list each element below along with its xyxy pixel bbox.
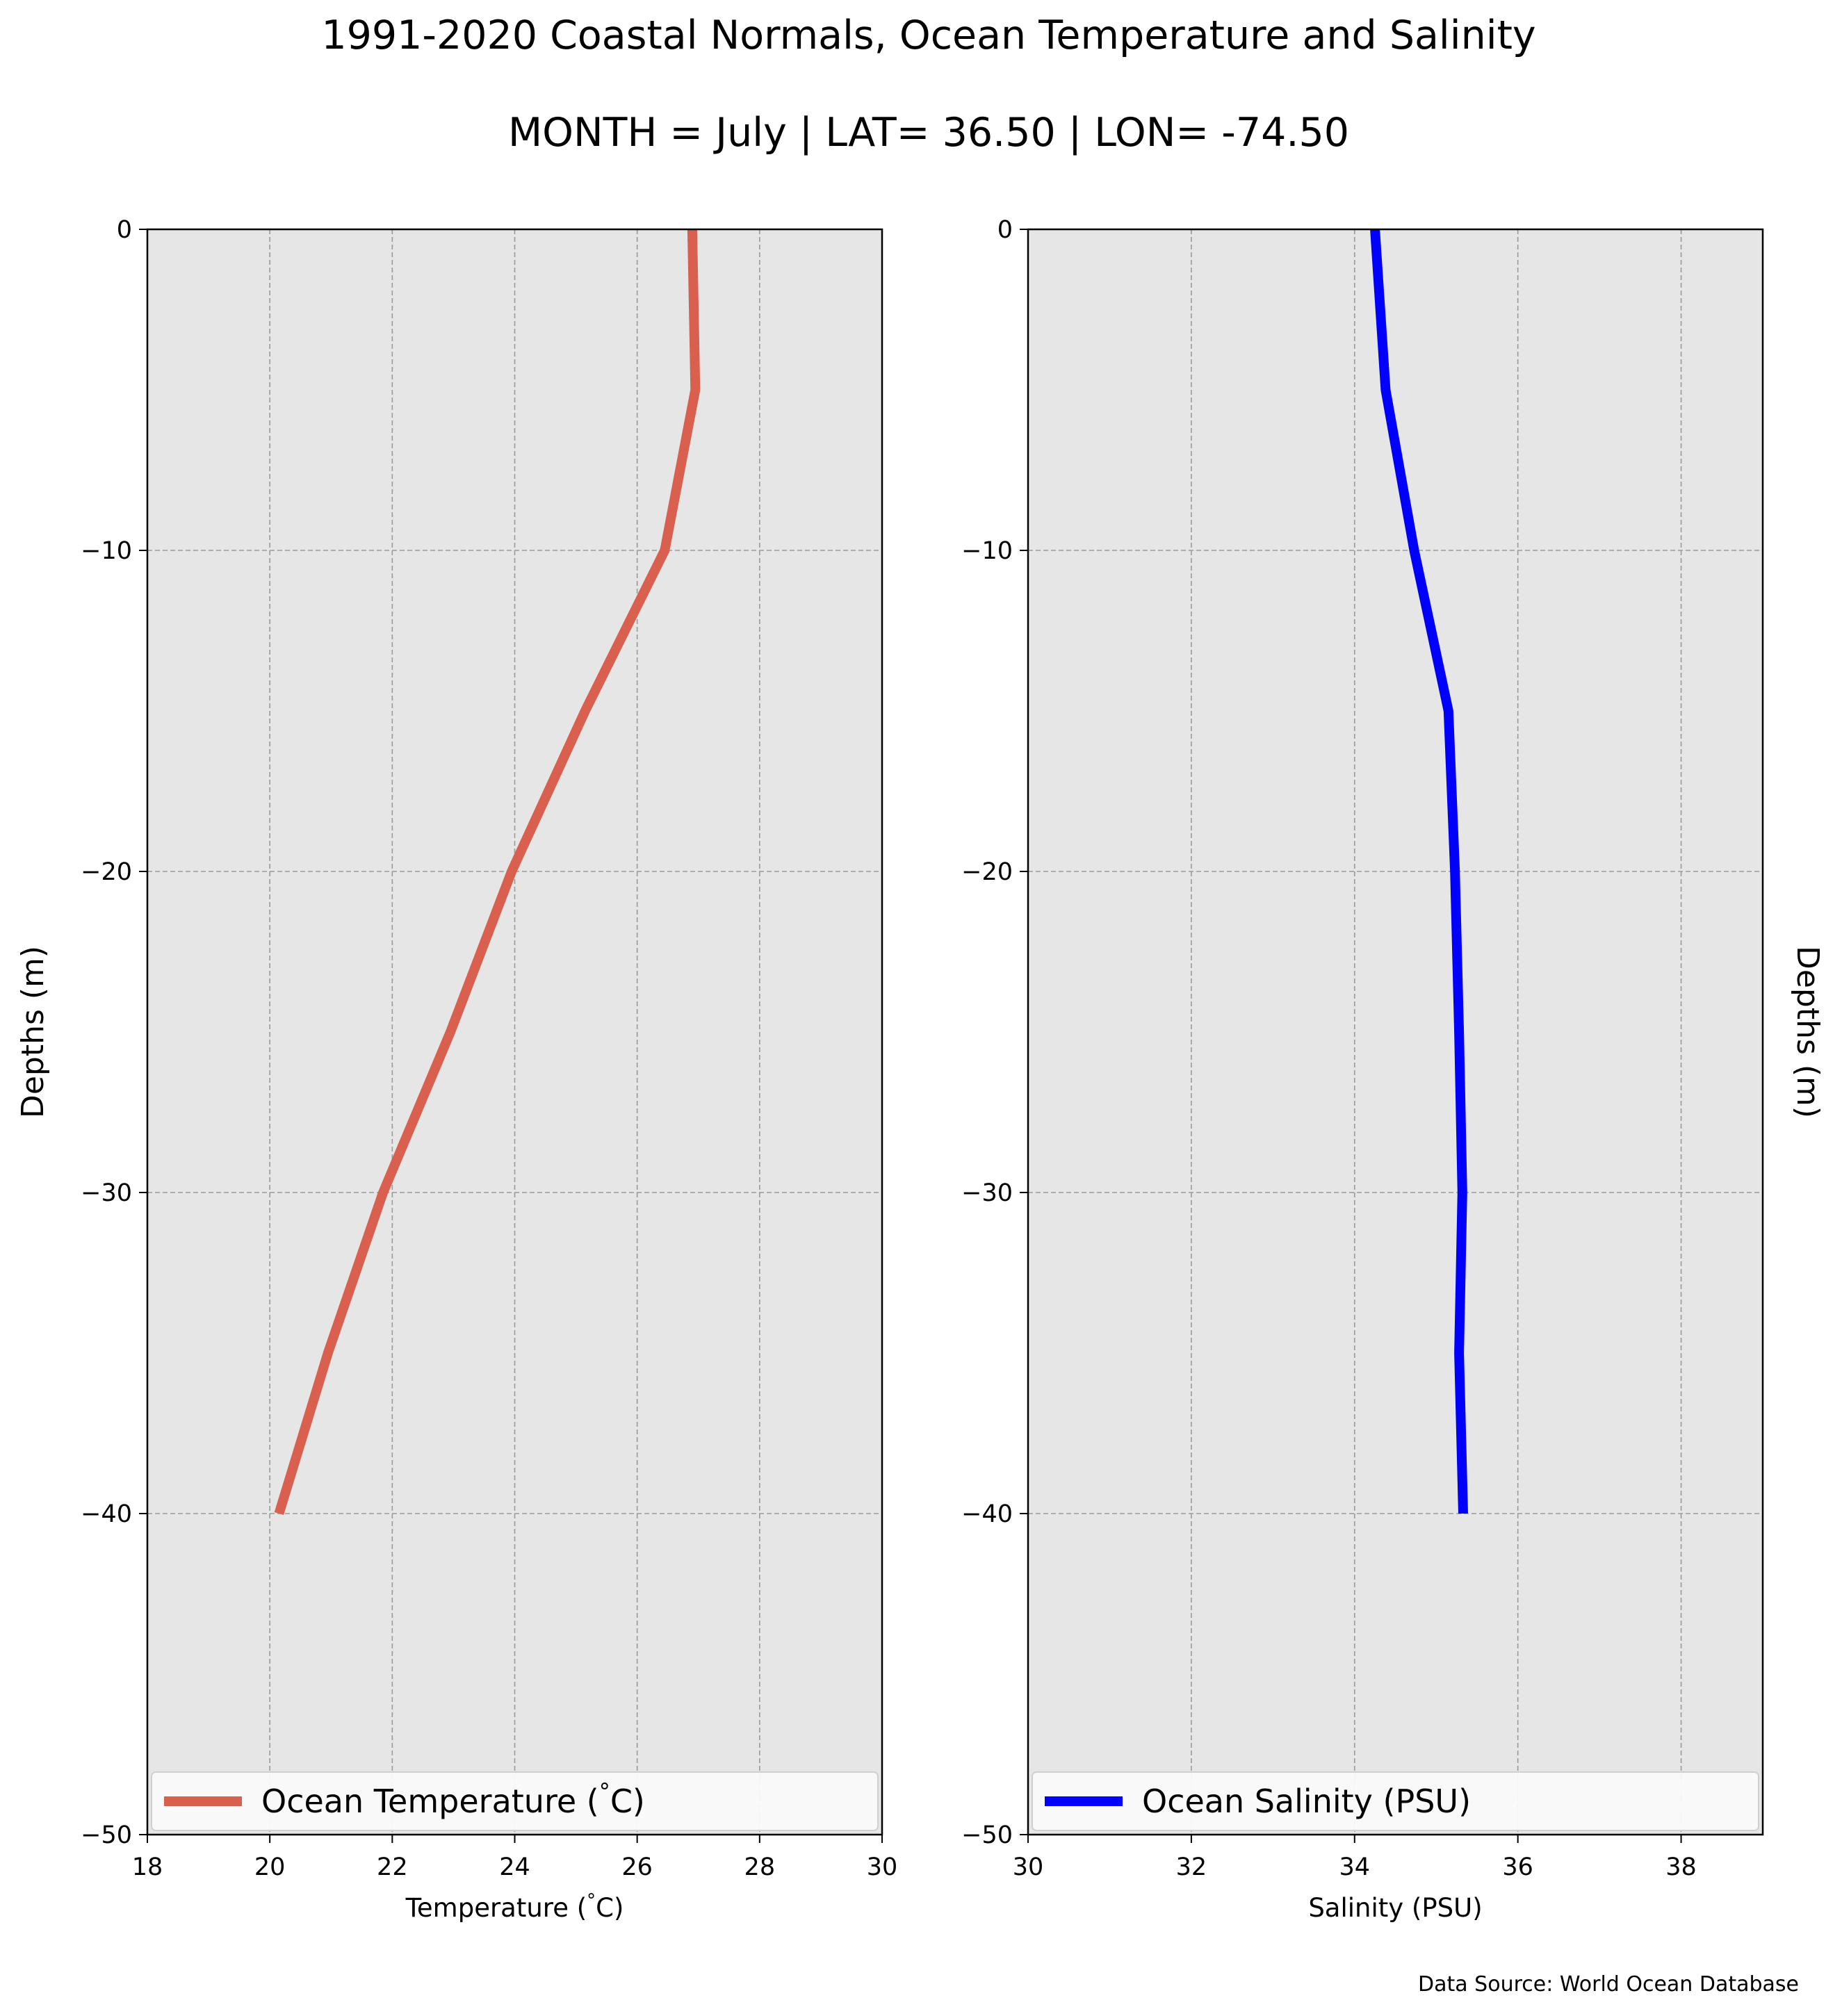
figure-subtitle: MONTH = July | LAT= 36.50 | LON= -74.50 — [508, 110, 1349, 156]
x-tick-label: 30 — [867, 1853, 898, 1881]
axes-frame — [1027, 228, 1764, 1836]
x-tick-label: 28 — [744, 1853, 776, 1881]
legend-label: Ocean Salinity (PSU) — [1142, 1783, 1471, 1820]
series-line-salinity — [1370, 229, 1468, 1514]
y-tick-label: −20 — [961, 858, 1013, 886]
y-tick-label: −30 — [81, 1179, 132, 1207]
x-tick-label: 20 — [254, 1853, 286, 1881]
y-axis-label: Depths (m) — [15, 946, 51, 1118]
x-tick-label: 30 — [1013, 1853, 1044, 1881]
y-tick-label: 0 — [117, 216, 132, 244]
x-tick-label: 24 — [499, 1853, 530, 1881]
x-tick-label: 36 — [1502, 1853, 1533, 1881]
legend-box — [151, 1771, 879, 1831]
x-tick-label: 22 — [377, 1853, 408, 1881]
x-tick-label: 34 — [1339, 1853, 1371, 1881]
y-tick-label: −40 — [961, 1500, 1013, 1528]
y-tick-label: −50 — [961, 1821, 1013, 1849]
legend-box — [1032, 1771, 1759, 1831]
y-tick-label: −20 — [81, 858, 132, 886]
series-line-temperature — [274, 229, 701, 1516]
y-tick-label: −10 — [961, 537, 1013, 565]
y-axis-label: Depths (m) — [1790, 946, 1825, 1118]
y-tick-label: −30 — [961, 1179, 1013, 1207]
y-tick-label: −10 — [81, 537, 132, 565]
legend-salinity: Ocean Salinity (PSU) — [1032, 1771, 1759, 1831]
x-tick-label: 26 — [621, 1853, 653, 1881]
chart-panel-temperature: Ocean Temperature (°C) 18 20 22 24 26 28 30 0 −10… — [15, 216, 897, 1923]
legend-temperature: Ocean Temperature (°C) — [151, 1771, 879, 1831]
x-tick-label: 32 — [1176, 1853, 1207, 1881]
y-tick-label: 0 — [997, 216, 1013, 244]
x-tick-label: 38 — [1665, 1853, 1697, 1881]
y-tick-label: −50 — [81, 1821, 132, 1849]
x-tick-label: 18 — [132, 1853, 163, 1881]
plot-area — [1028, 229, 1763, 1835]
chart-panels: Ocean Temperature (°C) 18 20 22 24 26 28 30 0 −10… — [15, 216, 1825, 1923]
y-tick-label: −40 — [81, 1500, 132, 1528]
chart-panel-salinity: Ocean Salinity (PSU) 30 32 34 36 38 0 −10 −20 −30… — [961, 216, 1825, 1923]
x-axis-label: Salinity (PSU) — [1308, 1893, 1482, 1923]
data-source-note: Data Source: World Ocean Database — [1418, 1972, 1799, 1997]
legend-label: Ocean Temperature (°C) — [261, 1778, 645, 1820]
figure-title: 1991-2020 Coastal Normals, Ocean Tempera… — [321, 13, 1535, 58]
